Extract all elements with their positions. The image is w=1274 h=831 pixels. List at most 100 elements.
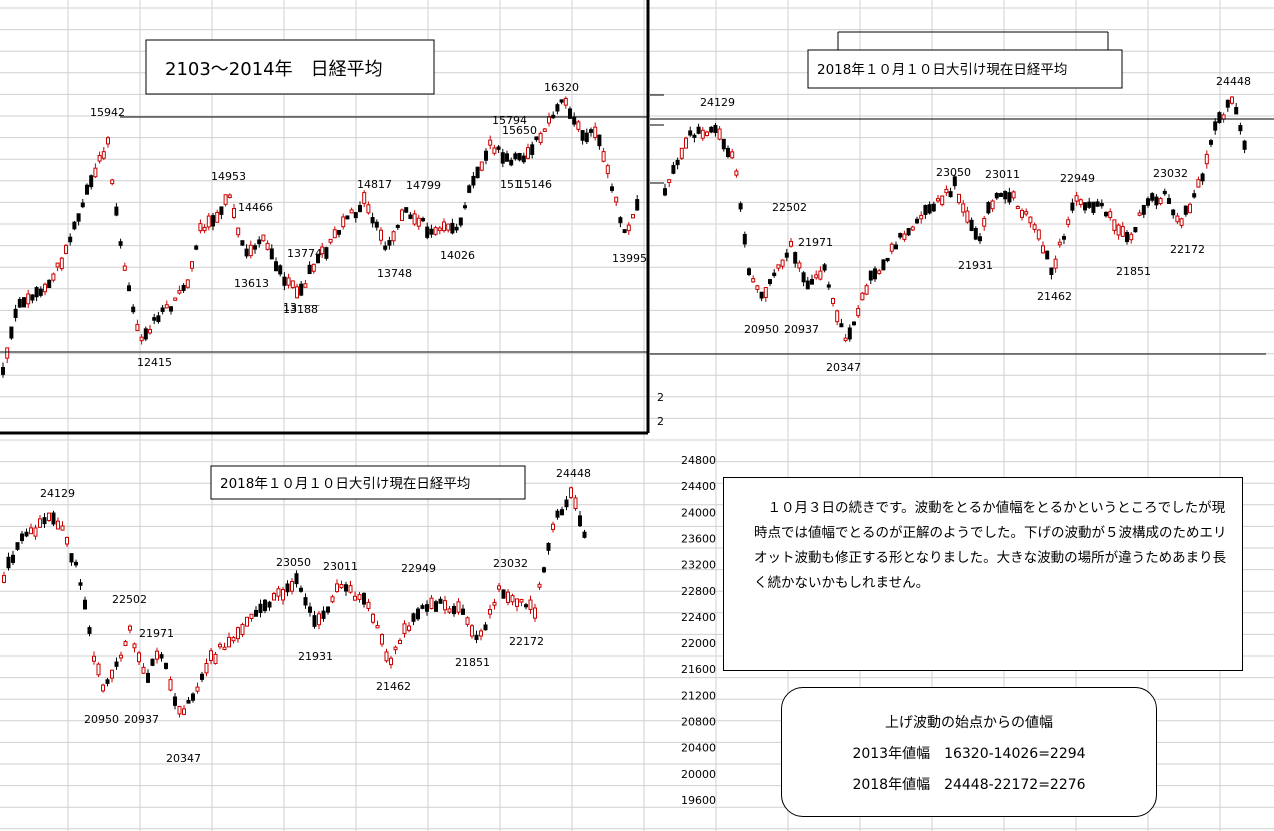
candle-body xyxy=(411,613,416,622)
candle-body xyxy=(488,608,492,615)
candle-body xyxy=(927,204,932,214)
y-tick-label: 23600 xyxy=(681,532,716,545)
candle-body xyxy=(173,696,177,706)
candle-body xyxy=(43,283,47,293)
candle-body xyxy=(1062,236,1066,240)
candle-body xyxy=(132,643,137,649)
candle-body xyxy=(470,625,474,637)
candle-body xyxy=(1120,226,1125,237)
candle-body xyxy=(202,226,207,232)
side-tick-label: 2 xyxy=(657,415,664,428)
candle-body xyxy=(915,218,919,224)
candle-body xyxy=(248,244,253,257)
y-tick-label: 20800 xyxy=(681,716,716,729)
candle-body xyxy=(118,241,123,246)
candle-body xyxy=(295,286,299,299)
candle-body xyxy=(1015,206,1020,210)
candle-body xyxy=(597,134,602,147)
candle-body xyxy=(1158,198,1163,205)
candle-body xyxy=(528,599,533,610)
candle-body xyxy=(358,205,362,213)
candle-body xyxy=(447,608,452,613)
annotation-label: 21931 xyxy=(298,650,333,663)
annotation-label: 14953 xyxy=(211,170,246,183)
candle-body xyxy=(87,627,92,634)
candle-body xyxy=(1116,224,1121,236)
candle-body xyxy=(269,248,274,260)
candle-body xyxy=(160,307,165,312)
annotation-label: 14817 xyxy=(357,178,392,191)
candle-body xyxy=(881,259,886,271)
candle-body xyxy=(139,336,144,342)
candle-body xyxy=(191,693,195,701)
candle-body xyxy=(64,244,68,254)
candle-body xyxy=(232,207,236,218)
candle-body xyxy=(679,147,684,159)
annotation-label: 22502 xyxy=(772,201,807,214)
candle-body xyxy=(9,326,14,339)
candle-body xyxy=(898,233,903,238)
candle-body xyxy=(957,193,961,204)
candle-body xyxy=(936,198,940,202)
candle-body xyxy=(353,595,357,601)
candle-body xyxy=(106,137,110,145)
y-tick-label: 21600 xyxy=(681,663,716,676)
candle-body xyxy=(589,129,593,133)
candle-body xyxy=(68,236,73,243)
annotation-label: 20950 xyxy=(84,713,119,726)
candle-body xyxy=(420,605,425,609)
candle-body xyxy=(55,262,60,268)
candle-body xyxy=(341,216,346,228)
candle-body xyxy=(1028,216,1033,224)
candle-body xyxy=(186,699,191,704)
candle-body xyxy=(83,599,87,610)
candle-body xyxy=(747,268,751,276)
candle-body xyxy=(961,203,966,213)
candle-body xyxy=(1087,201,1092,208)
candle-body xyxy=(282,276,287,286)
candle-body xyxy=(1175,215,1180,223)
y-tick-label: 20000 xyxy=(681,768,716,781)
candle-body xyxy=(51,512,56,525)
candle-body xyxy=(461,608,465,615)
candle-body xyxy=(569,487,573,498)
candle-body xyxy=(274,261,278,272)
candle-body xyxy=(276,588,281,597)
candle-body xyxy=(51,273,56,281)
candle-body xyxy=(245,616,249,627)
candle-body xyxy=(978,236,982,242)
candle-body xyxy=(700,129,705,139)
candle-body xyxy=(515,598,519,607)
candle-body xyxy=(395,224,400,228)
candle-body xyxy=(429,597,434,610)
annotation-label: 24129 xyxy=(700,96,735,109)
candle-body xyxy=(1141,204,1146,215)
candle-body xyxy=(546,542,551,551)
candle-body xyxy=(578,515,582,527)
candle-body xyxy=(135,324,140,332)
candle-body xyxy=(437,227,442,231)
candle-body xyxy=(734,170,739,176)
candle-body xyxy=(240,624,245,635)
candle-body xyxy=(533,607,537,619)
candle-body xyxy=(1230,96,1234,104)
candle-body xyxy=(285,583,290,593)
candle-body xyxy=(860,292,865,301)
candle-body xyxy=(726,147,730,158)
candle-body xyxy=(835,310,840,323)
candle-body xyxy=(1032,224,1037,230)
candle-body xyxy=(446,223,451,231)
candle-body xyxy=(101,684,105,692)
candle-body xyxy=(1011,191,1016,199)
candle-body xyxy=(156,315,161,323)
candle-body xyxy=(940,195,945,206)
candle-body xyxy=(164,662,168,669)
candle-body xyxy=(1045,250,1050,260)
candle-body xyxy=(889,243,894,252)
candle-body xyxy=(990,200,995,210)
candle-body xyxy=(38,288,43,296)
candle-body xyxy=(311,263,316,272)
candle-body xyxy=(1024,211,1029,215)
candle-body xyxy=(479,630,483,637)
candle-body xyxy=(530,144,535,155)
